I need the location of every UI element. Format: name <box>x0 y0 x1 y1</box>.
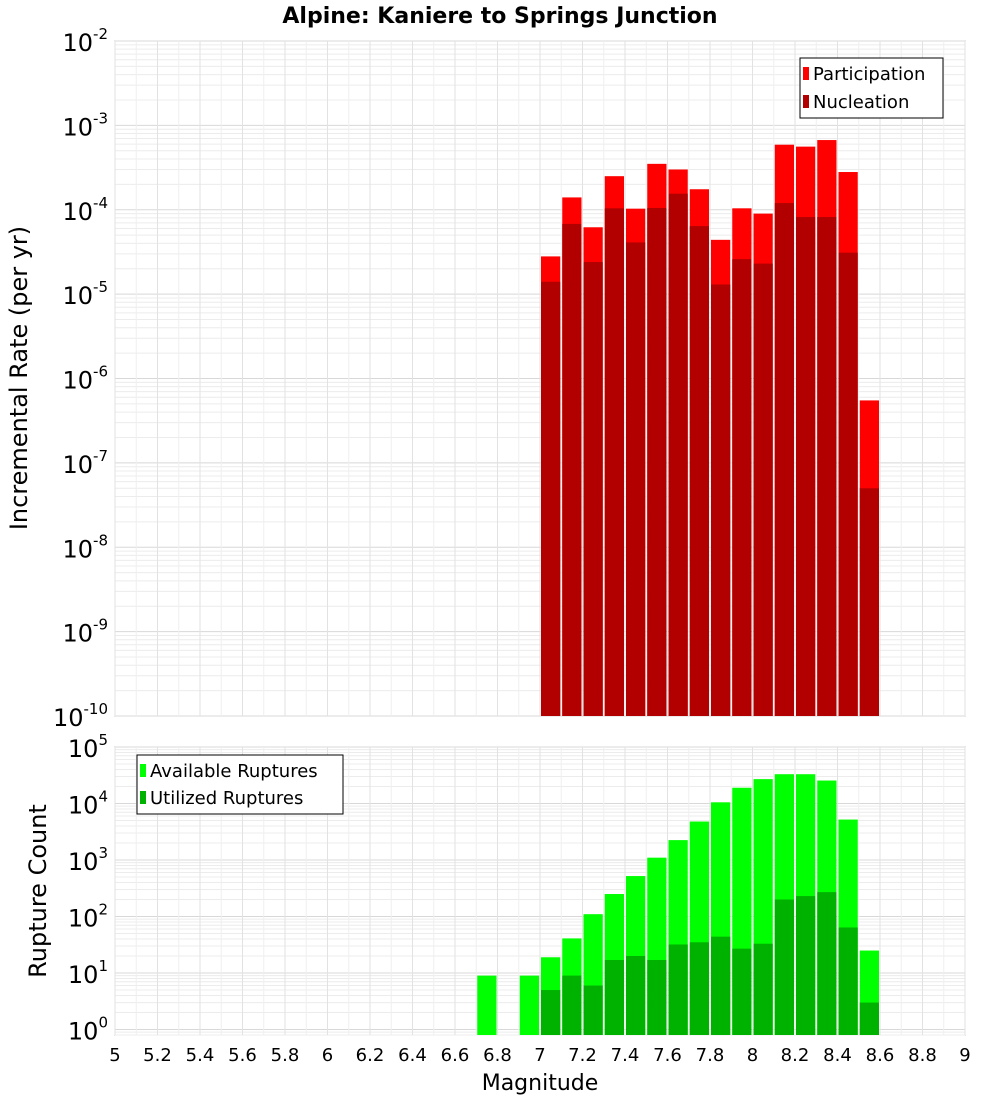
x-tick-label: 6.6 <box>441 1045 470 1066</box>
rate-y-tick-labels: 10-10 10-9 10-8 10-7 10-6 10-5 10-4 10-3 10-2 <box>53 25 108 732</box>
y-tick-label: 10-9 <box>62 616 108 648</box>
x-tick-label: 7.8 <box>696 1045 725 1066</box>
x-tick-label: 7.6 <box>653 1045 682 1066</box>
count-utilized-ruptures-bar <box>626 956 646 1035</box>
rate-nucleation-bar <box>562 223 582 716</box>
count-bars <box>477 774 879 1035</box>
rate-grid <box>114 40 966 717</box>
count-y-tick-labels: 100 101 102 103 104 105 <box>68 731 108 1046</box>
x-tick-label: 5.2 <box>143 1045 172 1066</box>
x-tick-label: 8.6 <box>866 1045 895 1066</box>
utilized-legend-label: Utilized Ruptures <box>150 788 303 809</box>
count-utilized-ruptures-bar <box>796 896 816 1035</box>
count-utilized-ruptures-bar <box>838 927 858 1035</box>
count-utilized-ruptures-bar <box>732 948 752 1035</box>
rate-legend: Participation Nucleation <box>799 57 944 119</box>
count-legend-box <box>136 754 344 815</box>
rate-nucleation-bar <box>817 217 837 716</box>
y-tick-label: 100 <box>68 1014 108 1046</box>
y-tick-label: 103 <box>68 844 108 876</box>
rate-nucleation-bar <box>604 208 624 716</box>
x-tick-label: 5.6 <box>228 1045 257 1066</box>
count-utilized-ruptures-bar <box>859 1002 879 1035</box>
x-tick-label: 5.4 <box>186 1045 215 1066</box>
count-utilized-ruptures-bar <box>541 990 561 1035</box>
y-tick-label: 10-7 <box>62 447 108 479</box>
participation-legend-label: Participation <box>813 64 925 85</box>
x-tick-label: 8.8 <box>908 1045 937 1066</box>
rate-nucleation-bar <box>689 226 709 716</box>
x-tick-label: 6 <box>322 1045 333 1066</box>
x-tick-label: 5 <box>109 1045 120 1066</box>
x-tick-label: 8 <box>747 1045 758 1066</box>
count-y-axis-label: Rupture Count <box>24 804 52 978</box>
count-utilized-ruptures-bar <box>711 936 731 1035</box>
magnitude-x-tick-labels: 5 5.2 5.4 5.6 5.8 6 6.2 6.4 6.6 6.8 7 7.2 7.4 7.6 7.8 8… <box>109 1045 970 1066</box>
x-axis-label: Magnitude <box>482 1071 599 1096</box>
rate-nucleation-bar <box>838 252 858 716</box>
x-tick-label: 6.4 <box>398 1045 427 1066</box>
y-tick-label: 105 <box>68 731 108 763</box>
count-utilized-ruptures-bar <box>604 959 624 1035</box>
x-tick-label: 6.8 <box>483 1045 512 1066</box>
count-utilized-ruptures-bar <box>668 944 688 1035</box>
rate-panel: 10-10 10-9 10-8 10-7 10-6 10-5 10-4 10-3 10-2 In… <box>5 25 966 732</box>
rate-nucleation-bar <box>774 203 794 716</box>
y-tick-label: 101 <box>68 957 108 989</box>
y-tick-label: 10-8 <box>62 531 108 563</box>
participation-legend-swatch <box>803 67 809 80</box>
count-utilized-ruptures-bar <box>647 959 667 1035</box>
x-tick-label: 7.2 <box>568 1045 597 1066</box>
rate-nucleation-bar <box>626 242 646 716</box>
y-tick-label: 10-4 <box>62 194 108 226</box>
y-tick-label: 104 <box>68 788 108 820</box>
rate-nucleation-bar <box>859 488 879 716</box>
y-tick-label: 10-10 <box>53 700 108 732</box>
rate-nucleation-bar <box>668 193 688 716</box>
y-tick-label: 10-3 <box>62 109 108 141</box>
count-utilized-ruptures-bar <box>753 943 773 1035</box>
x-tick-label: 9 <box>959 1045 970 1066</box>
count-available-ruptures-bar <box>519 975 539 1035</box>
x-tick-label: 7.4 <box>611 1045 640 1066</box>
rate-nucleation-bar <box>583 262 603 716</box>
count-panel: 100 101 102 103 104 105 5 5.2 5.4 5.6 5.8 6 6.2 6.4 6… <box>24 731 971 1096</box>
count-utilized-ruptures-bar <box>562 975 582 1035</box>
count-utilized-ruptures-bar <box>583 985 603 1035</box>
rate-nucleation-bar <box>647 207 667 716</box>
x-tick-label: 8.4 <box>823 1045 852 1066</box>
count-utilized-ruptures-bar <box>689 942 709 1035</box>
rate-nucleation-bar <box>711 284 731 716</box>
rate-y-axis-label: Incremental Rate (per yr) <box>5 226 33 530</box>
rate-bars <box>541 140 879 717</box>
nucleation-legend-swatch <box>803 95 809 108</box>
chart-title: Alpine: Kaniere to Springs Junction <box>282 4 717 29</box>
available-legend-label: Available Ruptures <box>150 761 318 782</box>
available-legend-swatch <box>140 764 146 777</box>
rate-nucleation-bar <box>541 281 561 716</box>
y-tick-label: 10-2 <box>62 25 108 57</box>
x-tick-label: 5.8 <box>271 1045 300 1066</box>
y-tick-label: 10-5 <box>62 278 108 310</box>
x-tick-label: 6.2 <box>356 1045 385 1066</box>
y-tick-label: 10-6 <box>62 363 108 395</box>
rate-legend-box <box>799 57 944 119</box>
rate-nucleation-bar <box>732 259 752 716</box>
x-tick-label: 8.2 <box>781 1045 810 1066</box>
rate-nucleation-bar <box>796 217 816 716</box>
x-tick-label: 7 <box>534 1045 545 1066</box>
count-available-ruptures-bar <box>477 975 497 1035</box>
count-utilized-ruptures-bar <box>817 892 837 1035</box>
utilized-legend-swatch <box>140 791 146 804</box>
y-tick-label: 102 <box>68 901 108 933</box>
count-legend: Available Ruptures Utilized Ruptures <box>136 754 344 815</box>
rate-nucleation-bar <box>753 263 773 716</box>
nucleation-legend-label: Nucleation <box>813 92 909 113</box>
count-utilized-ruptures-bar <box>774 899 794 1035</box>
